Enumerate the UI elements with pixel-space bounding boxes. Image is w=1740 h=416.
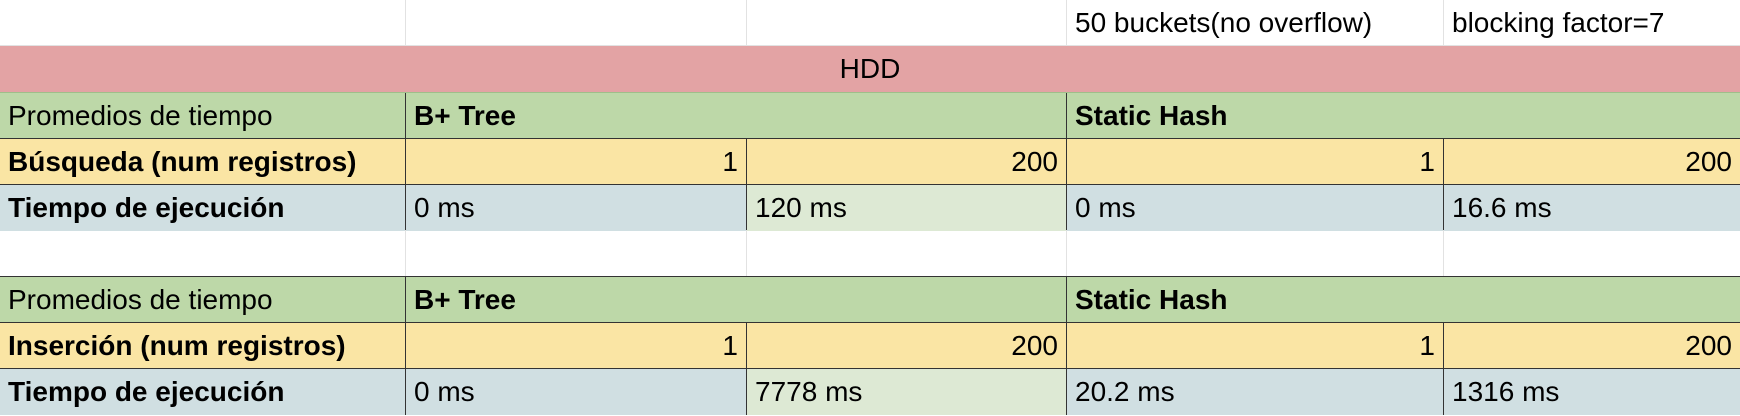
insert-hash-time-1-cell[interactable]: 20.2 ms — [1067, 369, 1444, 415]
insert-hash-header-cell[interactable]: Static Hash — [1075, 284, 1228, 315]
empty-cell[interactable] — [1067, 230, 1444, 276]
insert-time-label-cell[interactable]: Tiempo de ejecución — [0, 369, 406, 415]
blocking-factor-note-cell[interactable]: blocking factor=7 — [1444, 0, 1740, 46]
search-count-row: Búsqueda (num registros) 1 200 1 200 — [0, 138, 1740, 185]
insert-header-label-cell[interactable]: Promedios de tiempo — [0, 277, 406, 323]
insert-count-label-cell[interactable]: Inserción (num registros) — [0, 323, 406, 369]
empty-cell[interactable] — [406, 0, 747, 46]
search-btree-time-1-cell[interactable]: 0 ms — [406, 185, 747, 231]
insert-btree-count-1-cell[interactable]: 1 — [406, 323, 747, 369]
insert-hash-count-200-cell[interactable]: 200 — [1685, 330, 1732, 361]
insert-count-row: Inserción (num registros) 1 200 1 200 — [0, 322, 1740, 369]
insert-btree-count-200-cell[interactable]: 200 — [747, 323, 1067, 369]
hdd-banner-row: HDD — [0, 46, 1740, 92]
search-btree-header-cell[interactable]: B+ Tree — [406, 93, 1067, 139]
search-hash-time-200-cell[interactable]: 16.6 ms — [1444, 185, 1740, 231]
empty-cell[interactable] — [1444, 230, 1740, 276]
insert-header-row: Promedios de tiempo B+ Tree Static Hash — [0, 276, 1740, 323]
search-hash-count-200-cell[interactable]: 200 — [1685, 146, 1732, 177]
search-header-label-cell[interactable]: Promedios de tiempo — [0, 93, 406, 139]
insert-time-row: Tiempo de ejecución 0 ms 7778 ms 20.2 ms… — [0, 368, 1740, 416]
empty-cell[interactable] — [747, 0, 1067, 46]
search-btree-count-1-cell[interactable]: 1 — [406, 139, 747, 185]
empty-cell[interactable] — [406, 230, 747, 276]
insert-btree-time-200-cell[interactable]: 7778 ms — [747, 369, 1067, 415]
insert-hash-time-200-cell[interactable]: 1316 ms — [1444, 369, 1740, 415]
search-btree-time-200-cell[interactable]: 120 ms — [747, 185, 1067, 231]
search-hash-time-1-cell[interactable]: 0 ms — [1067, 185, 1444, 231]
search-btree-count-200-cell[interactable]: 200 — [747, 139, 1067, 185]
empty-cell[interactable] — [0, 0, 406, 46]
hdd-banner-cell[interactable]: HDD — [839, 53, 901, 84]
search-hash-count-1-cell[interactable]: 1 — [1067, 139, 1444, 185]
empty-cell[interactable] — [0, 230, 406, 276]
search-header-row: Promedios de tiempo B+ Tree Static Hash — [0, 92, 1740, 139]
search-hash-header-cell[interactable]: Static Hash — [1075, 100, 1228, 131]
search-time-label-cell[interactable]: Tiempo de ejecución — [0, 185, 406, 231]
empty-cell[interactable] — [747, 230, 1067, 276]
insert-btree-time-1-cell[interactable]: 0 ms — [406, 369, 747, 415]
insert-btree-header-cell[interactable]: B+ Tree — [406, 277, 1067, 323]
notes-row: 50 buckets(no overflow) blocking factor=… — [0, 0, 1740, 46]
insert-hash-count-1-cell[interactable]: 1 — [1067, 323, 1444, 369]
buckets-note-cell[interactable]: 50 buckets(no overflow) — [1067, 0, 1444, 46]
search-time-row: Tiempo de ejecución 0 ms 120 ms 0 ms 16.… — [0, 184, 1740, 231]
spacer-row — [0, 230, 1740, 276]
search-count-label-cell[interactable]: Búsqueda (num registros) — [0, 139, 406, 185]
